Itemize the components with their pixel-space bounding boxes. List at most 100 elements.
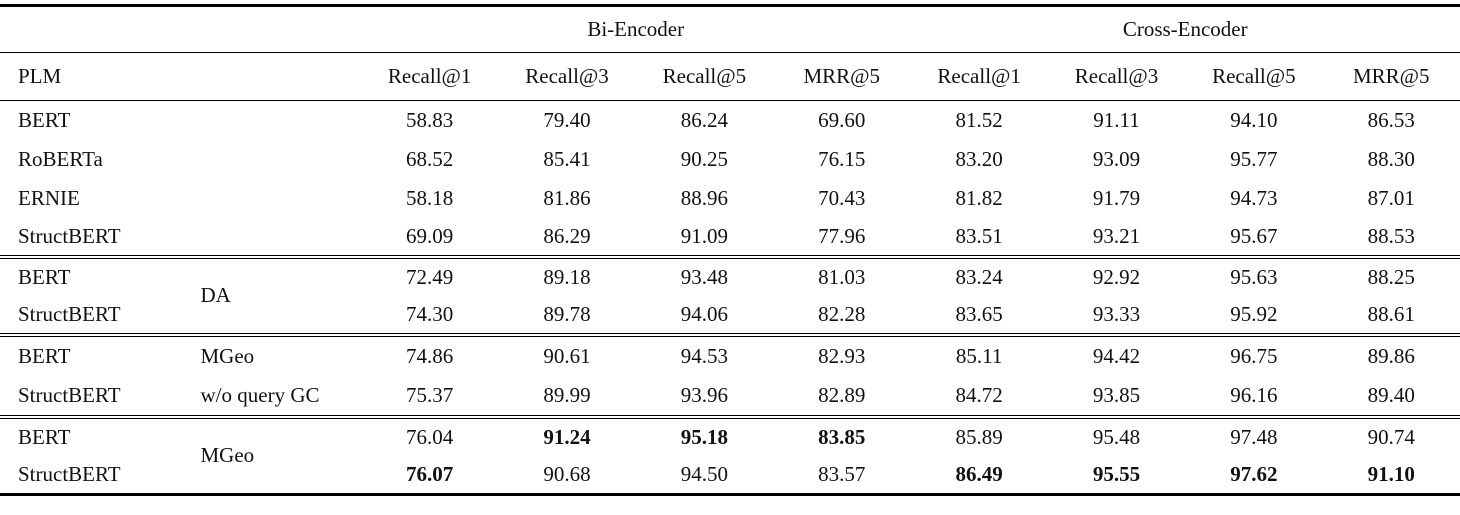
metric-value: 90.25 [680,146,728,171]
metric-value: 95.92 [1230,301,1278,326]
table-row: BERT MGeo 76.04 91.24 95.18 83.85 85.89 95.48 97… [0,417,1460,468]
variant-cell: DA [186,257,361,335]
metric-value: 86.53 [1367,107,1415,132]
metric-value: 93.09 [1092,146,1141,171]
plm-column-header: PLM [18,64,62,88]
metric-value: 89.40 [1367,382,1415,407]
metric-value: 58.83 [406,107,454,132]
table-row: ERNIE 58.18 81.86 88.96 70.43 81.82 91.79 94.73… [0,179,1460,218]
metric-value: 90.61 [543,343,591,368]
plm-cell: StructBERT [18,223,121,248]
metric-value: 93.21 [1092,223,1141,248]
row-block-3: BERT MGeo 76.04 91.24 95.18 83.85 85.89 95.48 97… [0,416,1460,495]
plm-cell: ERNIE [18,185,80,210]
metric-value: 76.04 [406,424,454,449]
metric-value: 92.92 [1092,264,1141,289]
metric-value: 93.33 [1092,301,1141,326]
metric-value: 95.48 [1092,424,1141,449]
metric-value: 74.86 [406,343,454,368]
metric-value: 89.99 [543,382,591,407]
metric-value: 82.28 [818,301,866,326]
metric-value: 88.61 [1367,301,1415,326]
metric-value: 97.48 [1230,424,1278,449]
plm-cell: BERT [18,107,71,132]
variant-label: MGeo [200,443,255,468]
corner-cell [0,6,361,53]
plm-cell: StructBERT [18,301,121,326]
table-row: RoBERTa 68.52 85.41 90.25 76.15 83.20 93.09 95.… [0,140,1460,179]
metric-value: 88.30 [1367,146,1415,171]
metric-value: 83.85 [818,424,866,449]
table-row: StructBERT 75.37 89.99 93.96 82.89 84.72 93.85… [0,376,1460,417]
plm-cell: BERT [18,424,71,449]
metric-header-4: Recall@1 [937,64,1021,88]
metric-value: 88.53 [1367,223,1415,248]
metric-value: 96.16 [1230,382,1278,407]
metric-header-1: Recall@3 [525,64,609,88]
bi-encoder-group-header: Bi-Encoder [587,17,685,41]
table-row: BERT 58.83 79.40 86.24 69.60 81.52 91.11 94.10 8… [0,101,1460,140]
metric-value: 83.65 [955,301,1003,326]
metric-value: 87.01 [1367,185,1415,210]
metric-value: 81.52 [955,107,1003,132]
metric-value: 96.75 [1230,343,1278,368]
plm-cell: BERT [18,343,71,368]
metric-value: 86.24 [680,107,728,132]
metric-value: 95.77 [1230,146,1278,171]
metric-header-6: Recall@5 [1212,64,1296,88]
metric-value: 77.96 [818,223,866,248]
metric-value: 69.60 [818,107,866,132]
metric-value: 81.82 [955,185,1003,210]
table-row: StructBERT 69.09 86.29 91.09 77.96 83.51 93.21… [0,218,1460,257]
metric-value: 93.48 [680,264,728,289]
metric-value: 91.09 [680,223,728,248]
metric-value: 70.43 [818,185,866,210]
metric-value: 91.11 [1093,107,1140,132]
metric-value: 94.50 [680,461,728,486]
metric-value: 94.53 [680,343,728,368]
metric-value: 88.25 [1367,264,1415,289]
metric-value: 91.24 [543,424,591,449]
metric-value: 89.78 [543,301,591,326]
metric-value: 58.18 [406,185,454,210]
variant-cell [186,101,361,257]
plm-cell: RoBERTa [18,146,103,171]
metric-header-row: PLM Recall@1 Recall@3 Recall@5 MRR@5 Recall@… [0,53,1460,101]
metric-value: 94.73 [1230,185,1278,210]
metric-value: 93.85 [1092,382,1141,407]
metric-value: 91.79 [1092,185,1141,210]
metric-value: 81.03 [818,264,866,289]
metric-header-2: Recall@5 [662,64,747,88]
metric-value: 95.67 [1230,223,1278,248]
variant-cell: MGeo [186,417,361,495]
metric-value: 76.07 [406,461,454,486]
metric-header-3: MRR@5 [803,64,881,88]
metric-value: 94.06 [680,301,728,326]
results-table: Bi-Encoder Cross-Encoder PLM Recall@1 Rec… [0,4,1460,496]
metric-value: 76.15 [818,146,866,171]
metric-value: 85.41 [543,146,591,171]
metric-value: 86.29 [543,223,591,248]
metric-header-0: Recall@1 [387,64,472,88]
metric-value: 85.11 [955,343,1003,368]
table-row: StructBERT 74.30 89.78 94.06 82.28 83.65 93.33… [0,296,1460,335]
metric-value: 82.93 [818,343,866,368]
metric-value: 82.89 [818,382,866,407]
metric-value: 83.20 [955,146,1003,171]
metric-header-7: MRR@5 [1353,64,1430,88]
metric-value: 68.52 [406,146,454,171]
metric-value: 88.96 [680,185,728,210]
metric-value: 90.68 [543,461,591,486]
metric-value: 95.18 [680,424,728,449]
metric-value: 74.30 [406,301,454,326]
metric-value: 94.42 [1092,343,1141,368]
cross-encoder-group-header: Cross-Encoder [1122,17,1248,41]
metric-value: 84.72 [955,382,1003,407]
metric-value: 97.62 [1230,461,1278,486]
plm-cell: StructBERT [18,461,121,486]
metric-value: 89.18 [543,264,591,289]
metric-value: 75.37 [406,382,454,407]
metric-header-5: Recall@3 [1074,64,1159,88]
metric-value: 91.10 [1367,461,1415,486]
